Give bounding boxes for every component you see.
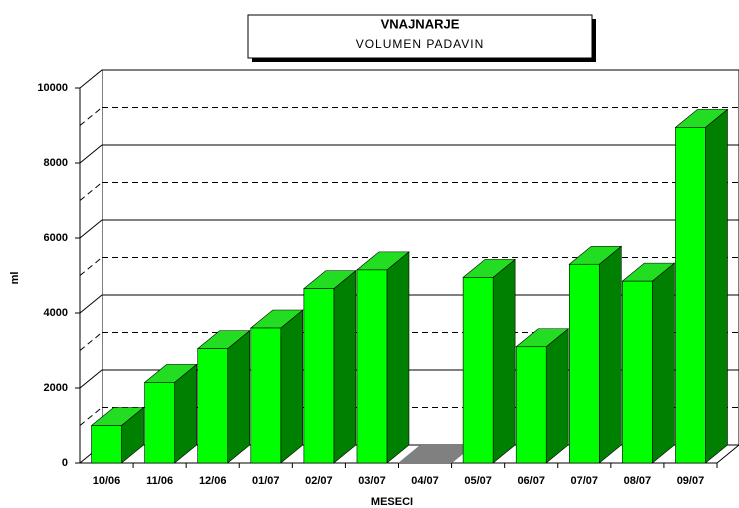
chart-title: VNAJNARJE xyxy=(381,16,460,31)
bar xyxy=(303,288,335,464)
y-tick-label: 4000 xyxy=(44,307,68,319)
grid-line-side xyxy=(79,182,103,201)
grid-line-side xyxy=(79,219,103,239)
grid-line-side xyxy=(79,257,103,276)
bar-side xyxy=(227,329,251,464)
y-tick-label: 10000 xyxy=(37,82,68,94)
bar-side xyxy=(545,328,569,464)
bar-side xyxy=(333,269,357,464)
grid-line-side xyxy=(79,369,103,389)
y-tick-label: 0 xyxy=(62,457,68,469)
bar xyxy=(622,280,653,464)
grid-line-side xyxy=(79,332,103,351)
bar-side xyxy=(598,245,622,464)
bar-zero xyxy=(398,445,475,463)
grid-line-side xyxy=(79,407,103,426)
bar xyxy=(515,346,547,464)
x-tick-label: 03/07 xyxy=(358,475,386,487)
x-axis-label: MESECI xyxy=(371,496,413,508)
bar xyxy=(197,348,229,464)
y-axis-label: ml xyxy=(9,272,21,285)
bar-side xyxy=(386,251,410,464)
x-tick-label: 02/07 xyxy=(305,475,333,487)
y-tick-label: 8000 xyxy=(44,157,68,169)
bar xyxy=(91,425,122,464)
x-tick-label: 11/06 xyxy=(146,475,173,487)
y-tick-label: 6000 xyxy=(44,232,68,244)
bar-side xyxy=(280,309,304,464)
bar xyxy=(568,263,600,464)
chart-subtitle: VOLUMEN PADAVIN xyxy=(356,37,485,51)
x-tick-label: 06/07 xyxy=(517,475,545,487)
x-tick-label: 09/07 xyxy=(677,475,705,487)
x-tick-label: 12/06 xyxy=(199,475,227,487)
x-tick-label: 01/07 xyxy=(252,475,280,487)
bar xyxy=(250,327,282,464)
grid-line-side xyxy=(79,69,103,89)
grid-line-side xyxy=(79,107,103,126)
bar-side xyxy=(492,258,516,464)
bar xyxy=(356,269,388,464)
x-tick-label: 05/07 xyxy=(464,475,492,487)
grid-line-side xyxy=(79,144,103,164)
bar xyxy=(462,277,494,464)
bar-side xyxy=(705,108,728,464)
bar xyxy=(675,127,706,464)
grid-line-side xyxy=(79,294,103,314)
bar-side xyxy=(652,262,675,464)
bar xyxy=(144,382,175,464)
x-tick-label: 10/06 xyxy=(93,475,121,487)
y-tick-label: 2000 xyxy=(44,382,68,394)
title-box xyxy=(247,14,593,59)
x-tick-label: 04/07 xyxy=(411,475,439,487)
x-tick-label: 08/07 xyxy=(624,475,652,487)
x-tick-label: 07/07 xyxy=(571,475,599,487)
